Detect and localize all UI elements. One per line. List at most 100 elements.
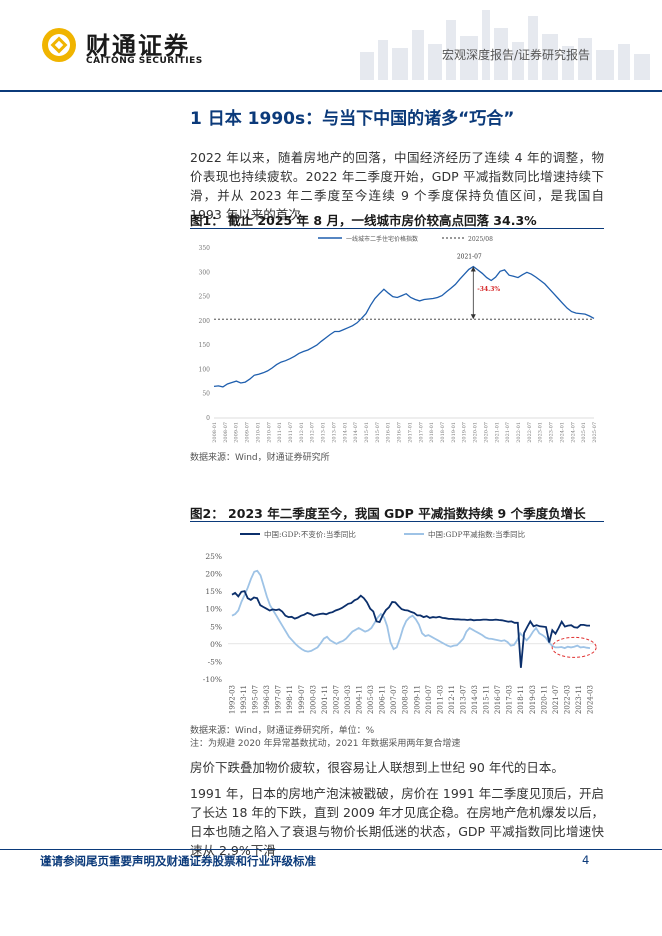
figure1-chart: 一线城市二手住宅价格指数 2025/08 0 50 100 150 200 250 300 350… bbox=[190, 232, 604, 448]
x-tick-label: 2024-03 bbox=[587, 685, 595, 714]
paragraph-japan-history: 1991 年，日本的房地产泡沫被戳破，房价在 1991 年二季度见顶后，开启了长… bbox=[190, 786, 604, 858]
x-tick-label: 2020-01 bbox=[473, 422, 479, 443]
x-tick-label: 2024-07 bbox=[570, 422, 576, 443]
y-tick-label: 200 bbox=[199, 318, 211, 325]
x-tick-label: 2008-01 bbox=[212, 422, 218, 443]
x-tick-label: 2020-11 bbox=[540, 685, 548, 714]
y-tick-label: 150 bbox=[199, 342, 211, 349]
drop-arrow-head-up bbox=[470, 266, 476, 272]
x-tick-label: 2020-07 bbox=[483, 422, 489, 443]
x-tick-label: 2011-01 bbox=[277, 422, 283, 443]
paragraph-japan-intro: 房价下跌叠加物价疲软，很容易让人联想到上世纪 90 年代的日本。 bbox=[190, 760, 564, 775]
x-tick-label: 2009-01 bbox=[234, 422, 240, 443]
x-tick-label: 2011-07 bbox=[288, 422, 294, 443]
x-tick-label: 2016-07 bbox=[494, 685, 502, 714]
figure2-note: 注：为规避 2020 年异常基数扰动，2021 年数据采用两年复合增速 bbox=[190, 739, 461, 749]
y-tick-label: 300 bbox=[199, 269, 211, 276]
x-tick-label: 2005-03 bbox=[367, 685, 375, 714]
page-header: 财通证券 CAITONG SECURITIES 宏观深度报告/证券研究报告 bbox=[0, 0, 662, 96]
x-tick-label: 2006-11 bbox=[379, 685, 387, 714]
y-tick-label: -5% bbox=[208, 657, 222, 666]
y-tick-label: -10% bbox=[203, 675, 222, 684]
x-tick-label: 1992-03 bbox=[229, 685, 237, 714]
x-tick-label: 2015-07 bbox=[375, 422, 381, 443]
x-tick-label: 2013-01 bbox=[321, 422, 327, 443]
footer-disclaimer-link[interactable]: 谨请参阅尾页重要声明及财通证券股票和行业评级标准 bbox=[40, 854, 316, 868]
drop-arrow-head-down bbox=[470, 314, 476, 320]
legend-label-reference: 2025/08 bbox=[468, 236, 493, 243]
x-tick-label: 2009-07 bbox=[245, 422, 251, 443]
header-divider bbox=[0, 90, 662, 92]
y-tick-label: 0 bbox=[206, 415, 210, 422]
x-tick-label: 2022-07 bbox=[527, 422, 533, 443]
x-tick-label: 2018-01 bbox=[429, 422, 435, 443]
x-tick-label: 2022-01 bbox=[516, 422, 522, 443]
x-tick-label: 2017-01 bbox=[407, 422, 413, 443]
y-tick-label: 250 bbox=[199, 294, 211, 301]
x-tick-label: 2025-07 bbox=[592, 422, 598, 443]
highlight-ellipse bbox=[551, 636, 597, 658]
x-tick-label: 1997-07 bbox=[275, 685, 283, 714]
peak-label: 2021-07 bbox=[457, 253, 482, 260]
x-tick-label: 2019-01 bbox=[451, 422, 457, 443]
figure2-title: 图2： 2023 年二季度至今，我国 GDP 平减指数持续 9 个季度负增长 bbox=[190, 506, 586, 521]
figure2-source: 数据来源：Wind，财通证券研究所，单位：% bbox=[190, 726, 375, 736]
x-tick-label: 1998-11 bbox=[286, 685, 294, 714]
series-line-gdp-deflator bbox=[231, 569, 591, 653]
page-number: 4 bbox=[582, 853, 590, 867]
legend-label-gdp: 中国:GDP:不变价:当季同比 bbox=[264, 529, 356, 539]
x-tick-label: 2014-01 bbox=[342, 422, 348, 443]
x-tick-label: 2004-11 bbox=[356, 685, 364, 714]
paragraph-intro: 2022 年以来，随着房地产的回落，中国经济经历了连续 4 年的调整，物价表现也… bbox=[190, 150, 604, 222]
x-tick-label: 2021-07 bbox=[552, 685, 560, 714]
report-type-label: 宏观深度报告/证券研究报告 bbox=[441, 48, 590, 62]
x-tick-label: 2016-01 bbox=[386, 422, 392, 443]
x-tick-label: 2018-07 bbox=[440, 422, 446, 443]
x-tick-label: 2017-03 bbox=[506, 685, 514, 714]
x-tick-label: 2008-07 bbox=[223, 422, 229, 443]
x-tick-label: 2001-11 bbox=[321, 685, 329, 714]
x-tick-label: 2012-01 bbox=[299, 422, 305, 443]
x-tick-label: 1993-11 bbox=[240, 685, 248, 714]
x-tick-label: 2014-07 bbox=[353, 422, 359, 443]
x-tick-label: 2015-11 bbox=[483, 685, 491, 714]
x-tick-label: 2021-07 bbox=[505, 422, 511, 443]
y-tick-label: 20% bbox=[205, 570, 222, 579]
x-tick-label: 2016-07 bbox=[397, 422, 403, 443]
figure1-source: 数据来源：Wind，财通证券研究所 bbox=[190, 453, 330, 463]
x-tick-label: 2017-07 bbox=[418, 422, 424, 443]
x-tick-label: 2012-11 bbox=[448, 685, 456, 714]
x-tick-label: 2010-07 bbox=[425, 685, 433, 714]
x-tick-label: 1995-07 bbox=[252, 685, 260, 714]
x-tick-label: 2013-07 bbox=[331, 422, 337, 443]
figure2-chart: 中国:GDP:不变价:当季同比 中国:GDP平减指数:当季同比 25% 20% 15% 1… bbox=[190, 524, 604, 728]
x-tick-label: 2019-03 bbox=[529, 685, 537, 714]
y-tick-label: 5% bbox=[210, 622, 222, 631]
x-tick-label: 2008-03 bbox=[402, 685, 410, 714]
x-tick-label: 2009-11 bbox=[413, 685, 421, 714]
figure2-title-rule bbox=[190, 521, 604, 522]
x-tick-label: 2021-01 bbox=[494, 422, 500, 443]
x-tick-label: 2022-03 bbox=[563, 685, 571, 714]
y-tick-label: 100 bbox=[199, 366, 211, 373]
legend-label-housing: 一线城市二手住宅价格指数 bbox=[346, 235, 418, 243]
x-tick-label: 1999-07 bbox=[298, 685, 306, 714]
x-tick-label: 2012-07 bbox=[310, 422, 316, 443]
x-tick-label: 2007-07 bbox=[390, 685, 398, 714]
legend-label-deflator: 中国:GDP平减指数:当季同比 bbox=[428, 529, 526, 539]
figure1-title: 图1： 截止 2025 年 8 月，一线城市房价较高点回落 34.3% bbox=[190, 213, 537, 228]
x-tick-label: 2023-11 bbox=[575, 685, 583, 714]
x-tick-label: 2013-07 bbox=[459, 685, 467, 714]
figure2-chart-svg: 中国:GDP:不变价:当季同比 中国:GDP平减指数:当季同比 25% 20% 15% 1… bbox=[203, 529, 597, 714]
brand-name-cn: 财通证券 bbox=[86, 32, 190, 60]
y-tick-label: 50 bbox=[202, 391, 210, 398]
drop-percentage-label: -34.3% bbox=[477, 286, 500, 293]
section-title: 1 日本 1990s：与当下中国的诸多“巧合” bbox=[190, 109, 515, 129]
x-tick-label: 2000-03 bbox=[309, 685, 317, 714]
footer-divider bbox=[0, 849, 662, 850]
series-line-gdp-real bbox=[231, 590, 590, 668]
y-tick-label: 350 bbox=[199, 245, 211, 252]
x-tick-label: 2019-07 bbox=[462, 422, 468, 443]
x-tick-label: 2018-11 bbox=[517, 685, 525, 714]
y-tick-label: 10% bbox=[205, 605, 222, 614]
